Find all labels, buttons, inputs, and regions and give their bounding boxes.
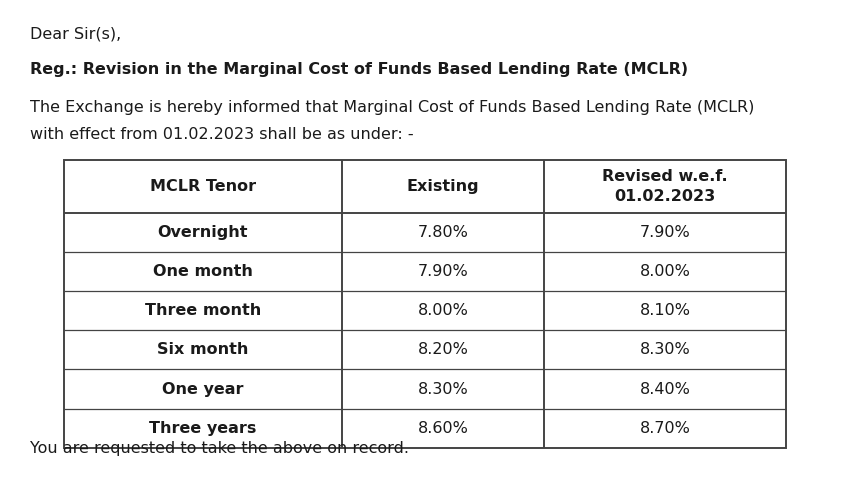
Text: 8.20%: 8.20% — [417, 342, 468, 358]
Text: Dear Sir(s),: Dear Sir(s), — [30, 26, 121, 41]
Text: Revised w.e.f.
01.02.2023: Revised w.e.f. 01.02.2023 — [603, 169, 728, 204]
Text: Six month: Six month — [157, 342, 248, 358]
Text: 8.30%: 8.30% — [640, 342, 690, 358]
Text: You are requested to take the above on record.: You are requested to take the above on r… — [30, 442, 409, 456]
Text: 7.90%: 7.90% — [417, 264, 468, 279]
Text: MCLR Tenor: MCLR Tenor — [150, 179, 256, 194]
Bar — [64, 160, 786, 448]
Text: 7.80%: 7.80% — [417, 225, 468, 240]
Text: Reg.: Revision in the Marginal Cost of Funds Based Lending Rate (MCLR): Reg.: Revision in the Marginal Cost of F… — [30, 62, 688, 77]
Text: 8.10%: 8.10% — [640, 303, 691, 318]
Text: 8.60%: 8.60% — [417, 421, 468, 436]
Text: Overnight: Overnight — [157, 225, 248, 240]
Text: Three years: Three years — [149, 421, 257, 436]
Text: 8.00%: 8.00% — [640, 264, 691, 279]
Text: 7.90%: 7.90% — [640, 225, 690, 240]
Text: 8.30%: 8.30% — [417, 381, 468, 397]
Text: Existing: Existing — [407, 179, 479, 194]
Text: 8.40%: 8.40% — [640, 381, 691, 397]
Text: One year: One year — [162, 381, 244, 397]
Text: The Exchange is hereby informed that Marginal Cost of Funds Based Lending Rate (: The Exchange is hereby informed that Mar… — [30, 100, 754, 115]
Text: One month: One month — [153, 264, 252, 279]
Text: 8.00%: 8.00% — [417, 303, 468, 318]
Text: 8.70%: 8.70% — [640, 421, 691, 436]
Bar — [64, 160, 786, 448]
Text: Three month: Three month — [144, 303, 261, 318]
Text: with effect from 01.02.2023 shall be as under: -: with effect from 01.02.2023 shall be as … — [30, 127, 413, 141]
